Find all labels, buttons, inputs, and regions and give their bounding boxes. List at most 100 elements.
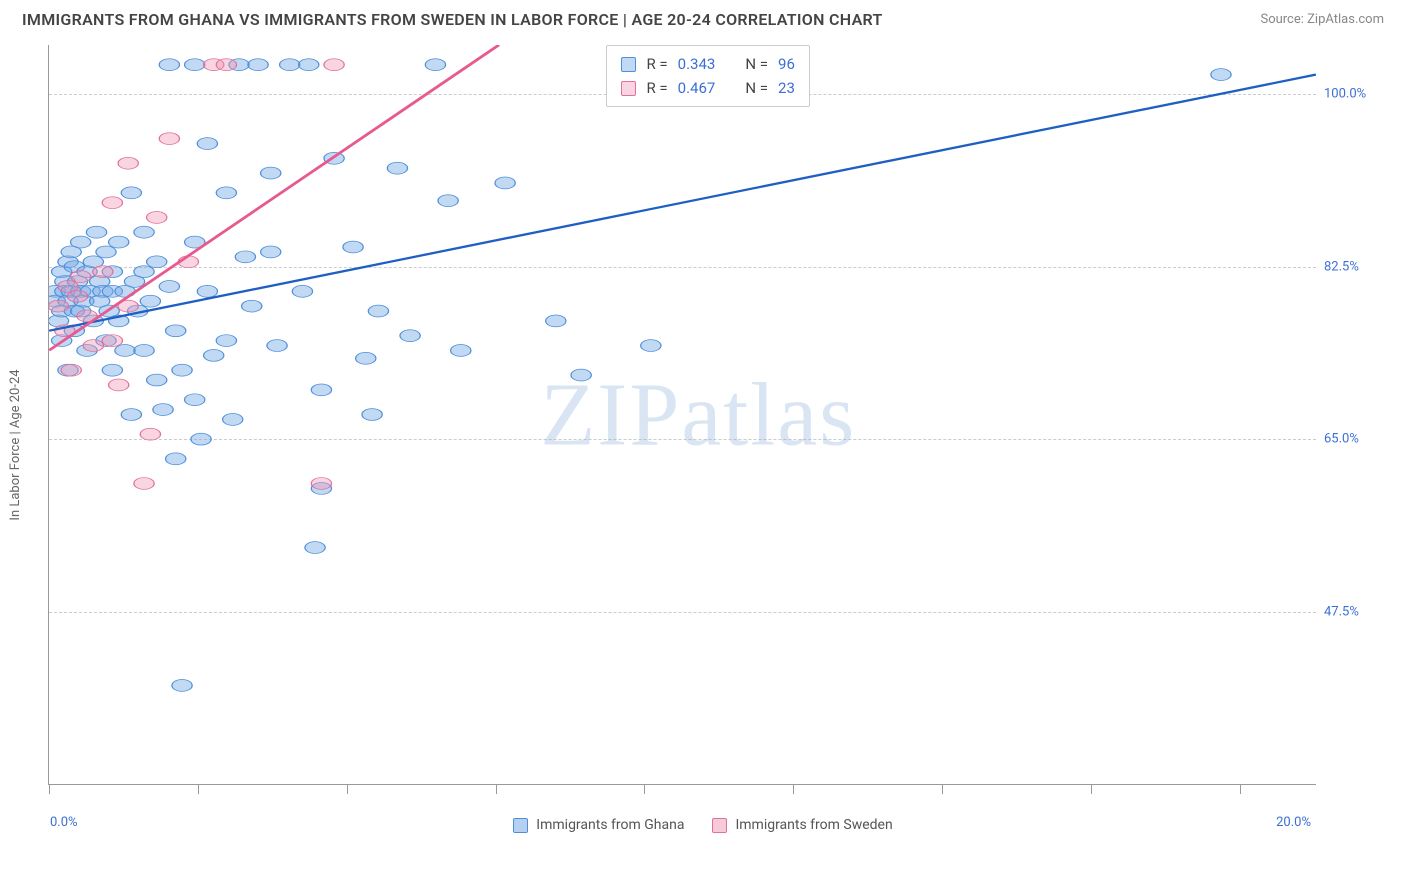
legend-swatch xyxy=(513,818,528,833)
scatter-point xyxy=(185,394,205,406)
scatter-point xyxy=(71,236,91,248)
scatter-point xyxy=(159,59,179,71)
scatter-point xyxy=(172,364,192,376)
scatter-point xyxy=(159,133,179,145)
scatter-point xyxy=(134,266,154,278)
scatter-point xyxy=(248,59,268,71)
scatter-point xyxy=(387,162,407,174)
stat-n-label: N = xyxy=(745,76,768,100)
x-tick xyxy=(793,784,794,794)
scatter-point xyxy=(140,295,160,307)
scatter-point xyxy=(185,59,205,71)
scatter-point xyxy=(546,315,566,327)
chart-container: IMMIGRANTS FROM GHANA VS IMMIGRANTS FROM… xyxy=(0,0,1406,892)
scatter-point xyxy=(216,335,236,347)
scatter-point xyxy=(166,453,186,465)
stat-n-label: N = xyxy=(745,52,768,76)
scatter-point xyxy=(166,325,186,337)
scatter-point xyxy=(147,212,167,224)
x-tick xyxy=(644,784,645,794)
scatter-point xyxy=(147,256,167,268)
scatter-point xyxy=(67,290,87,302)
scatter-point xyxy=(134,478,154,490)
scatter-point xyxy=(362,409,382,421)
scatter-point xyxy=(311,384,331,396)
y-tick-label: 100.0% xyxy=(1324,87,1394,102)
legend-swatch xyxy=(621,81,636,96)
source-attribution: Source: ZipAtlas.com xyxy=(1260,12,1384,27)
scatter-point xyxy=(343,241,363,253)
scatter-point xyxy=(159,280,179,292)
scatter-point xyxy=(292,285,312,297)
scatter-point xyxy=(134,345,154,357)
x-tick xyxy=(49,784,50,794)
stat-row: R = 0.467 N = 23 xyxy=(621,76,794,100)
scatter-point xyxy=(425,59,445,71)
plot-svg xyxy=(49,45,1316,784)
scatter-point xyxy=(299,59,319,71)
x-tick xyxy=(347,784,348,794)
chart-title: IMMIGRANTS FROM GHANA VS IMMIGRANTS FROM… xyxy=(22,10,883,29)
scatter-point xyxy=(280,59,300,71)
scatter-point xyxy=(191,433,211,445)
stat-row: R =0.343N =96 xyxy=(621,52,794,76)
scatter-point xyxy=(115,345,135,357)
y-tick-label: 47.5% xyxy=(1324,604,1394,619)
chart-area: In Labor Force | Age 20-24 ZIPatlas R =0… xyxy=(0,35,1406,855)
x-tick xyxy=(942,784,943,794)
header-row: IMMIGRANTS FROM GHANA VS IMMIGRANTS FROM… xyxy=(0,0,1406,35)
scatter-point xyxy=(242,300,262,312)
scatter-point xyxy=(93,266,113,278)
scatter-point xyxy=(261,167,281,179)
scatter-point xyxy=(400,330,420,342)
scatter-point xyxy=(102,364,122,376)
scatter-point xyxy=(71,271,91,283)
plot-region: ZIPatlas R =0.343N =96R =0.467N =23 47.5… xyxy=(48,45,1316,785)
scatter-point xyxy=(223,414,243,426)
correlation-stat-box: R = 0.343 N = 96R = 0.467 N = 23 xyxy=(606,45,809,107)
scatter-point xyxy=(49,300,69,312)
scatter-point xyxy=(197,285,217,297)
scatter-point xyxy=(451,345,471,357)
scatter-point xyxy=(305,542,325,554)
stat-r-value: 0.467 xyxy=(678,76,716,100)
scatter-point xyxy=(324,59,344,71)
stat-n-value: 23 xyxy=(778,76,795,100)
scatter-point xyxy=(235,251,255,263)
scatter-point xyxy=(86,226,106,238)
y-tick-label: 82.5% xyxy=(1324,259,1394,274)
regression-line xyxy=(49,75,1316,331)
legend-item: Immigrants from Ghana xyxy=(513,817,684,833)
scatter-point xyxy=(109,379,129,391)
y-tick-label: 65.0% xyxy=(1324,432,1394,447)
scatter-point xyxy=(83,340,103,352)
legend-label: Immigrants from Ghana xyxy=(536,817,684,833)
scatter-point xyxy=(197,138,217,150)
stat-n-value: 96 xyxy=(778,52,795,76)
scatter-point xyxy=(102,335,122,347)
scatter-point xyxy=(134,226,154,238)
scatter-point xyxy=(368,305,388,317)
y-axis-label: In Labor Force | Age 20-24 xyxy=(8,369,23,520)
x-tick xyxy=(1240,784,1241,794)
x-tick xyxy=(198,784,199,794)
scatter-point xyxy=(147,374,167,386)
scatter-point xyxy=(1211,69,1231,81)
scatter-point xyxy=(495,177,515,189)
scatter-point xyxy=(121,409,141,421)
legend-item: Immigrants from Sweden xyxy=(712,817,892,833)
scatter-point xyxy=(311,478,331,490)
x-tick xyxy=(1091,784,1092,794)
legend: Immigrants from Ghana Immigrants from Swe… xyxy=(0,817,1406,833)
legend-swatch xyxy=(712,818,727,833)
legend-swatch xyxy=(621,57,636,72)
scatter-point xyxy=(571,369,591,381)
stat-r-value: 0.343 xyxy=(678,52,716,76)
scatter-point xyxy=(204,349,224,361)
scatter-point xyxy=(153,404,173,416)
legend-label: Immigrants from Sweden xyxy=(735,817,892,833)
scatter-point xyxy=(102,197,122,209)
scatter-point xyxy=(96,246,116,258)
stat-r-label: R = xyxy=(646,76,667,100)
scatter-point xyxy=(267,340,287,352)
